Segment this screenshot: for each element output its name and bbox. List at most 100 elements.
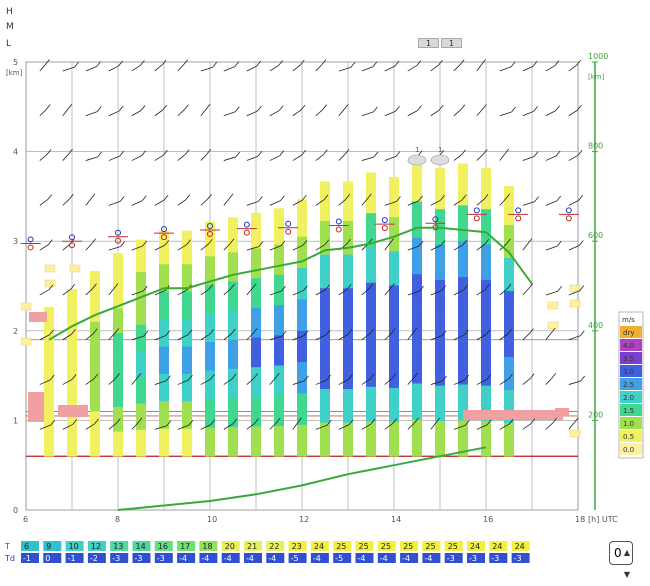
x-tick-label: 10 — [207, 515, 217, 524]
bar-segment — [412, 419, 422, 457]
wind-barb — [361, 156, 375, 161]
wind-barb — [246, 288, 253, 296]
wind-barb — [395, 105, 400, 112]
bar-segment — [366, 386, 376, 422]
layer-tab[interactable]: 1 — [418, 38, 439, 48]
wind-barb — [300, 104, 306, 111]
wind-barb — [556, 240, 562, 247]
wind-barb — [185, 194, 191, 200]
wind-barb — [394, 60, 400, 67]
wind-barb — [228, 193, 234, 200]
bar-segment — [90, 344, 100, 367]
wind-barb — [361, 333, 370, 341]
wind-barb — [108, 110, 120, 117]
wind-barb — [412, 327, 418, 334]
bar-segment — [320, 187, 330, 222]
dewpoint-value: -4 — [313, 554, 321, 563]
wind-barb — [430, 380, 443, 385]
dewpoint-cell — [43, 553, 62, 563]
wind-barb — [269, 377, 276, 385]
dewpoint-row-label: Td — [4, 554, 15, 563]
wind-barb — [292, 290, 304, 296]
wind-barb — [453, 424, 466, 430]
temp-cell — [511, 541, 530, 551]
wind-barb — [279, 150, 285, 156]
wind-barb — [269, 200, 281, 206]
wind-barb — [505, 193, 510, 200]
wind-barb — [507, 328, 513, 335]
wind-barb — [361, 66, 374, 72]
wind-barb — [142, 240, 148, 247]
bar-segment — [228, 223, 238, 253]
left-axis-tick-label: 2 — [13, 327, 18, 336]
x-tick-label: 16 — [483, 515, 493, 524]
wind-barb — [407, 290, 420, 296]
wind-barb — [230, 283, 235, 290]
wind-barb — [177, 379, 189, 385]
bar-segment — [113, 406, 123, 432]
wind-barb — [545, 422, 553, 430]
bar-segment — [159, 373, 169, 402]
bar-segment — [251, 218, 261, 249]
bar-cap — [274, 208, 284, 215]
cloud-box — [569, 429, 581, 438]
legend-label: 3.5 — [623, 355, 634, 363]
bar-segment — [251, 248, 261, 279]
wind-barb — [136, 372, 142, 379]
bl-marker-circle — [69, 234, 75, 241]
wind-barb — [511, 106, 516, 113]
bar-segment — [205, 256, 215, 286]
wind-barb — [499, 153, 506, 161]
bar-segment — [343, 187, 353, 222]
temp-cell — [310, 541, 329, 551]
temp-cell — [467, 541, 485, 551]
pink-block — [463, 410, 563, 420]
wind-barb — [324, 239, 330, 246]
cloud-box — [20, 337, 32, 346]
wind-barb — [550, 328, 556, 334]
wind-barb — [206, 148, 212, 155]
wind-barb — [315, 289, 326, 296]
layer-tabs: 1 1 — [418, 38, 462, 48]
wind-barb — [453, 379, 465, 385]
bar-segment — [228, 281, 238, 311]
wind-barb — [108, 65, 119, 72]
legend-unit: m/s — [622, 316, 635, 324]
left-axis-tick-label: 0 — [13, 506, 18, 515]
wind-barb — [71, 374, 77, 380]
pink-block — [28, 392, 44, 422]
wind-barb — [555, 150, 561, 157]
wind-barb — [234, 106, 240, 113]
bar-segment — [366, 317, 376, 353]
bar-segment — [297, 362, 307, 394]
stepper-arrows-icon[interactable]: ▲ ▼ — [623, 548, 630, 579]
bar-segment — [205, 399, 215, 428]
wind-barb — [476, 64, 482, 72]
wind-barb — [62, 198, 70, 206]
zoom-stepper[interactable]: 0 ▲ ▼ — [609, 541, 633, 579]
wind-barb — [361, 288, 370, 296]
bar-segment — [504, 390, 514, 424]
wind-barb — [476, 289, 486, 296]
bar-segment — [389, 285, 399, 320]
wind-barb — [325, 329, 331, 336]
wind-barb — [62, 378, 73, 385]
bar-segment — [412, 201, 422, 239]
wind-barb — [430, 422, 437, 430]
layer-tab[interactable]: 1 — [441, 38, 462, 48]
bar-segment — [412, 347, 422, 384]
wind-barb — [439, 149, 445, 156]
dewpoint-value: -4 — [402, 554, 410, 563]
bar-segment — [504, 224, 514, 259]
bar-segment — [251, 278, 261, 309]
bl-marker-circle — [27, 236, 34, 243]
wind-barb — [476, 379, 487, 385]
wind-barb — [118, 105, 124, 112]
wind-barb — [346, 239, 351, 245]
wind-barb — [154, 335, 167, 341]
wind-barb — [223, 198, 230, 206]
bar-segment — [366, 178, 376, 214]
dewpoint-cell — [65, 553, 84, 563]
bar-segment — [274, 214, 284, 245]
wind-barb — [200, 288, 210, 296]
